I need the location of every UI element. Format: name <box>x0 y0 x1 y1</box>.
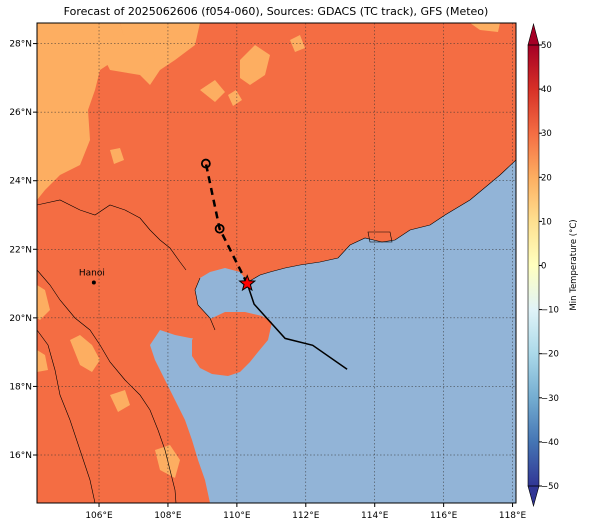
lat-tick-label: 22°N <box>9 245 32 255</box>
country-borders <box>37 159 516 503</box>
colorbar-tick-label: −50 <box>541 482 559 492</box>
colorbar-tick-label: −40 <box>541 438 559 448</box>
map-plot-area <box>37 23 516 503</box>
lon-tick-label: 116°E <box>430 511 458 521</box>
colorbar-tick-label: 20 <box>541 173 552 183</box>
lon-tick-label: 112°E <box>292 511 320 521</box>
lat-tick-label: 16°N <box>9 451 32 461</box>
colorbar-tick-label: −30 <box>541 394 559 404</box>
colorbar-tick-label: 0 <box>541 262 546 272</box>
city-label: Hanoi <box>79 269 105 279</box>
colorbar-tick-label: 50 <box>541 41 552 51</box>
lon-tick-label: 114°E <box>361 511 389 521</box>
lon-tick-label: 108°E <box>154 511 182 521</box>
forecast-position-marker <box>214 223 225 234</box>
colorbar-min-extension <box>527 485 540 508</box>
lon-tick-label: 110°E <box>223 511 251 521</box>
lon-tick-label: 106°E <box>85 511 113 521</box>
storm-past-track <box>246 283 348 370</box>
colorbar-tick-label: 40 <box>541 85 552 95</box>
mild-temperature-region <box>37 23 500 478</box>
lat-tick-label: 26°N <box>9 108 32 118</box>
lat-tick-label: 20°N <box>9 314 32 324</box>
hainan-island <box>192 312 272 376</box>
storm-forecast-track <box>204 163 249 285</box>
colorbar-max-extension <box>527 22 540 46</box>
longitude-axis: 106°E 108°E 110°E 112°E 114°E 116°E 118°E <box>85 503 527 521</box>
colorbar-label: Min Temperature (°C) <box>569 219 579 310</box>
map-gridlines <box>37 23 516 503</box>
colorbar-tick-label: −10 <box>541 306 559 316</box>
lat-tick-label: 18°N <box>9 382 32 392</box>
city-dot-icon <box>91 280 96 285</box>
map-frame <box>36 22 517 504</box>
lon-tick-label: 118°E <box>499 511 527 521</box>
lat-tick-label: 24°N <box>9 177 32 187</box>
colorbar-tick-label: 10 <box>541 217 552 227</box>
colorbar-tick-label: −20 <box>541 350 559 360</box>
storm-track <box>200 158 348 370</box>
colorbar: −50 −40 −30 −20 −10 0 10 20 30 40 50 Min Temperatu… <box>527 22 579 508</box>
colorbar-gradient <box>528 45 539 486</box>
map-title: Forecast of 2025062606 (f054-060), Sourc… <box>63 5 489 18</box>
forecast-position-marker <box>200 158 211 169</box>
colorbar-tick-label: 30 <box>541 129 552 139</box>
city-marker: Hanoi <box>79 269 105 285</box>
latitude-axis: 16°N 18°N 20°N 22°N 24°N 26°N 28°N <box>9 40 37 461</box>
mainland-region <box>37 23 516 503</box>
storm-position-star-marker <box>238 274 257 292</box>
lat-tick-label: 28°N <box>9 40 32 50</box>
